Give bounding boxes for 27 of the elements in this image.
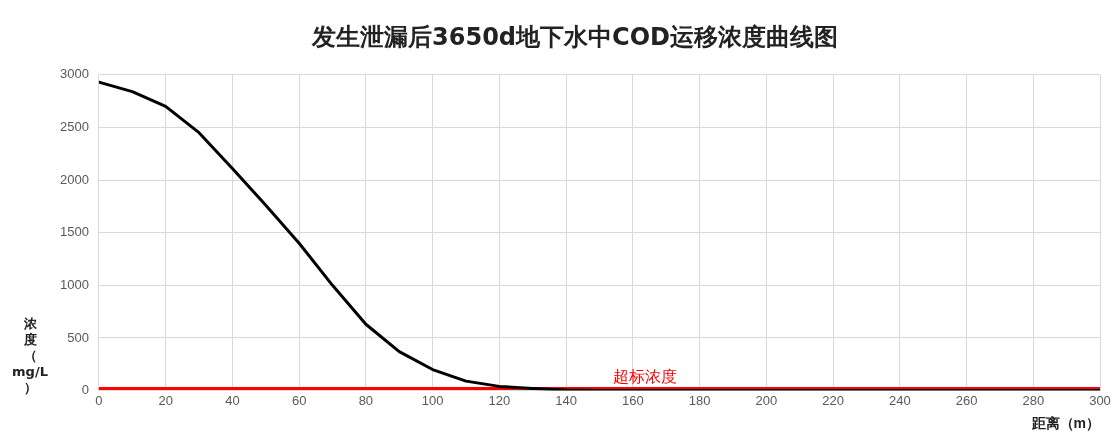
x-tick-label: 60 [291,392,307,408]
x-tick-label: 200 [755,392,778,408]
x-tick-label: 300 [1089,392,1111,408]
x-axis-title: 距离（m） [1030,415,1100,432]
series-label: 超标浓度 [612,366,677,386]
x-tick-label: 20 [158,392,173,408]
x-tick-label: 220 [822,392,844,408]
x-tick-label: 140 [555,392,577,408]
y-tick-label: 0 [81,382,89,398]
x-tick-label: 40 [225,392,240,408]
x-tick-label: 0 [95,392,103,408]
y-tick-label: 3000 [60,66,89,82]
x-tick-label: 160 [621,392,644,408]
x-tick-label: 180 [688,392,711,408]
x-tick-label: 280 [1022,392,1045,408]
x-tick-label: 240 [888,392,911,408]
x-tick-label: 80 [358,392,374,408]
y-tick-label: 500 [67,329,89,345]
x-tick-label: 260 [955,392,978,408]
y-tick-label: 2500 [60,119,89,135]
y-tick-label: 1000 [60,276,89,292]
y-tick-label: 2000 [60,171,89,187]
y-tick-label: 1500 [60,224,89,240]
x-tick-label: 100 [421,392,444,408]
chart-title: 发生泄漏后3650d地下水中COD运移浓度曲线图 [311,22,838,51]
x-tick-label: 120 [488,392,511,408]
y-axis-title: 浓度（mg/L） [11,316,49,396]
